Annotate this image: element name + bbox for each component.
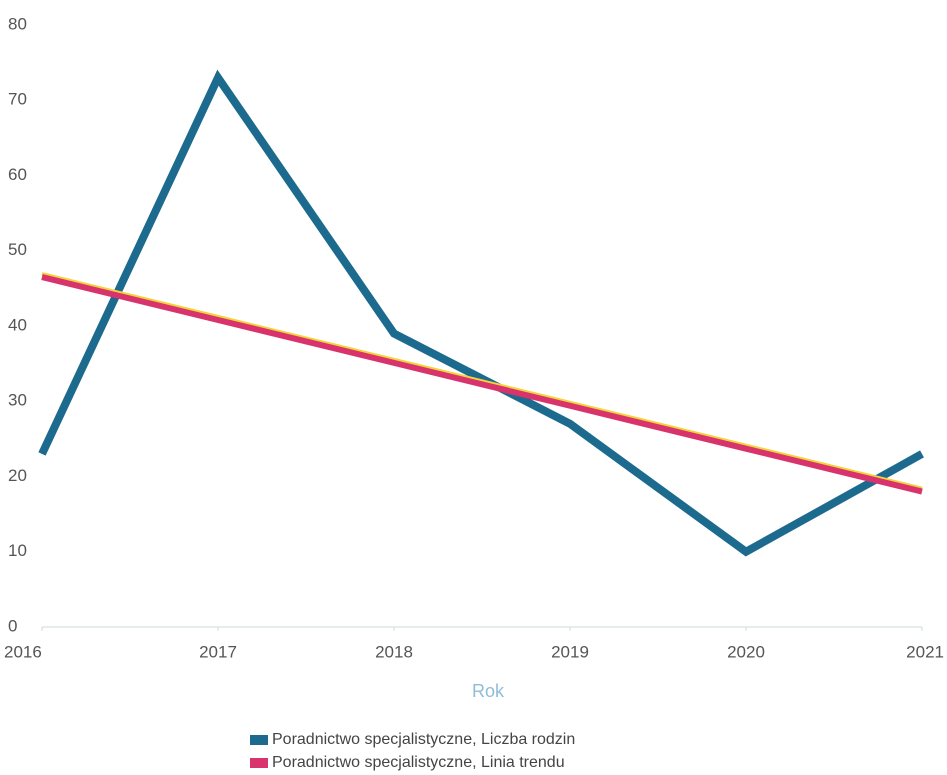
x-tick-label: 2018 [375,642,413,661]
y-tick-label: 10 [8,541,27,560]
y-tick-label: 0 [8,616,17,635]
y-tick-label: 50 [8,240,27,259]
legend-swatch [250,758,268,768]
y-tick-label: 20 [8,466,27,485]
y-tick-label: 40 [8,315,27,334]
x-tick-label: 2016 [4,642,42,661]
x-tick-label: 2021 [906,642,944,661]
series-line [38,69,924,557]
y-tick-label: 70 [8,90,27,109]
y-tick-label: 80 [8,14,27,33]
x-axis-label: Rok [472,681,505,701]
legend-swatch [250,735,268,745]
series-line [41,274,923,495]
y-tick-label: 30 [8,391,27,410]
x-tick-label: 2020 [727,642,765,661]
legend-label: Poradnictwo specjalistyczne, Linia trend… [272,754,565,771]
x-tick-label: 2019 [551,642,589,661]
legend-label: Poradnictwo specjalistyczne, Liczba rodz… [272,731,575,748]
y-tick-label: 60 [8,165,27,184]
x-tick-label: 2017 [199,642,237,661]
